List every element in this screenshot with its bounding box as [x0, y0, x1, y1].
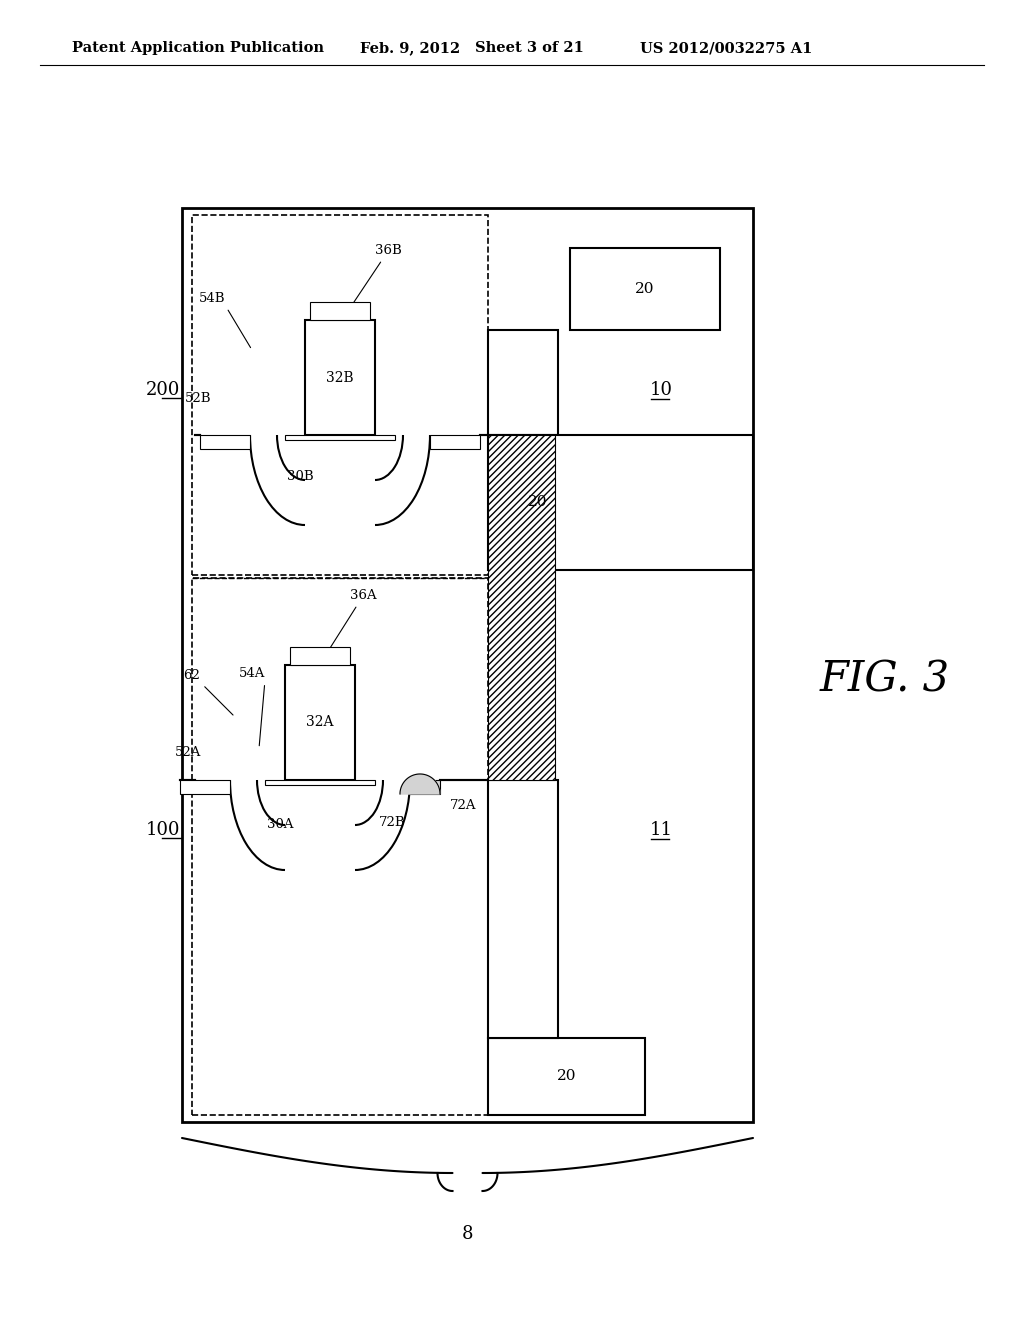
- Text: 36A: 36A: [327, 589, 377, 653]
- Text: 100: 100: [145, 821, 180, 840]
- Text: 11: 11: [650, 821, 673, 840]
- Bar: [410, 780, 440, 795]
- Text: 21: 21: [492, 560, 512, 574]
- Bar: [570, 248, 720, 330]
- Bar: [285, 436, 395, 440]
- Text: FIG. 3: FIG. 3: [820, 659, 950, 701]
- Bar: [310, 302, 370, 319]
- Text: 32B: 32B: [327, 371, 354, 384]
- Text: 72B: 72B: [379, 816, 406, 829]
- Bar: [182, 209, 753, 1122]
- Text: 72A: 72A: [450, 799, 476, 812]
- Text: 32A: 32A: [306, 715, 334, 730]
- Polygon shape: [400, 774, 440, 795]
- Text: 20: 20: [528, 495, 548, 510]
- Text: 52B: 52B: [185, 392, 212, 405]
- Text: Sheet 3 of 21: Sheet 3 of 21: [475, 41, 584, 55]
- Text: 62: 62: [183, 669, 233, 715]
- Bar: [488, 330, 558, 436]
- Bar: [193, 578, 488, 1115]
- Bar: [200, 436, 250, 449]
- Bar: [265, 780, 375, 785]
- Text: 30B: 30B: [287, 470, 313, 483]
- Text: US 2012/0032275 A1: US 2012/0032275 A1: [640, 41, 812, 55]
- Text: 10: 10: [650, 381, 673, 399]
- Bar: [488, 1038, 645, 1115]
- Text: 8: 8: [462, 1225, 473, 1243]
- Text: 200: 200: [145, 381, 180, 399]
- Bar: [488, 436, 753, 570]
- Bar: [305, 319, 375, 436]
- Bar: [488, 436, 555, 780]
- Bar: [430, 436, 480, 449]
- Text: 54B: 54B: [199, 292, 251, 347]
- Bar: [180, 780, 230, 795]
- Text: 54A: 54A: [239, 667, 265, 746]
- Text: 30A: 30A: [266, 818, 293, 832]
- Bar: [290, 647, 350, 665]
- Text: Patent Application Publication: Patent Application Publication: [72, 41, 324, 55]
- Text: 20: 20: [635, 282, 654, 296]
- Text: 52A: 52A: [175, 747, 202, 759]
- Text: 36B: 36B: [349, 244, 401, 309]
- Bar: [193, 215, 488, 576]
- Text: Feb. 9, 2012: Feb. 9, 2012: [360, 41, 460, 55]
- Bar: [488, 780, 558, 1038]
- Bar: [285, 665, 355, 780]
- Text: 20: 20: [557, 1069, 577, 1084]
